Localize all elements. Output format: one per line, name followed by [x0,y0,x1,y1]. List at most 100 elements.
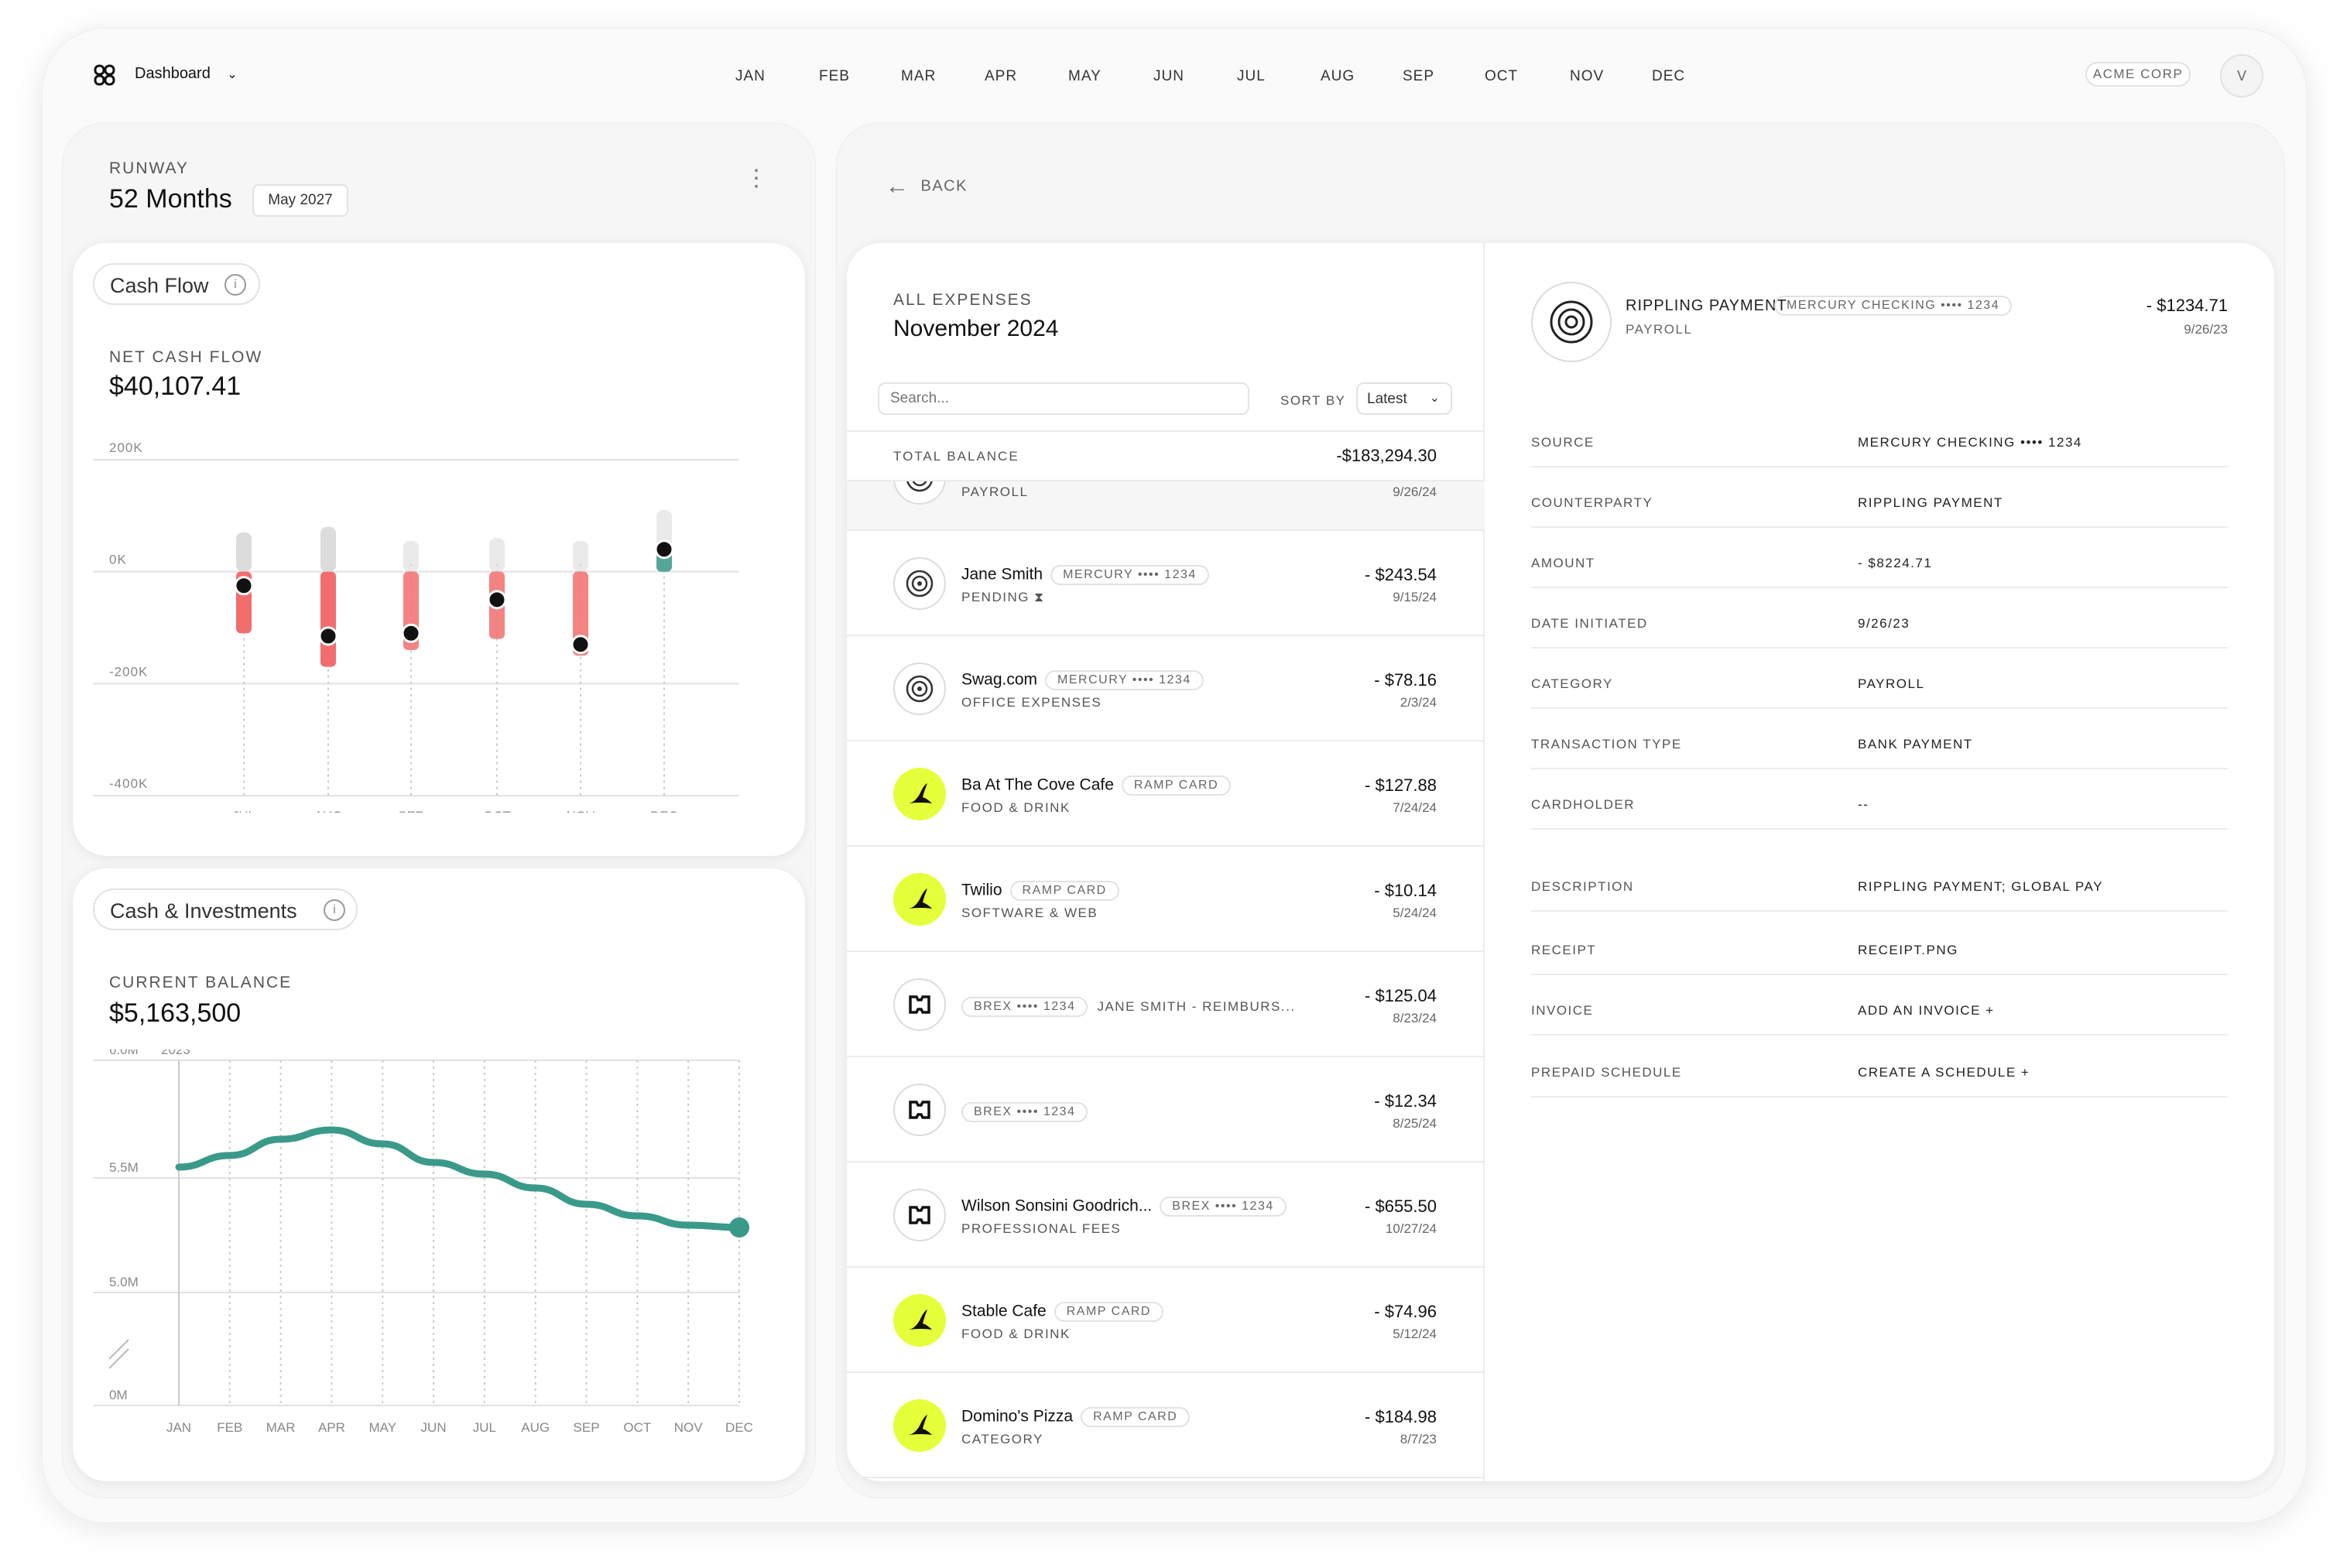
cash-flow-point[interactable] [318,626,338,646]
cash-flow-bar[interactable] [320,571,336,667]
month-tab-may[interactable]: MAY [1068,68,1102,84]
detail-field-label: AMOUNT [1531,556,1595,570]
expense-amount: - $243.54 [1365,565,1437,584]
y-tick-label: 6.0M [109,1049,139,1057]
sort-select[interactable]: Latest ⌄ [1356,382,1452,415]
range-bar [236,532,252,572]
detail-field-label: INVOICE [1531,1003,1594,1018]
expense-date: 8/25/24 [1393,1116,1437,1131]
x-tick-label: FEB [217,1420,242,1435]
arrow-left-icon: ← [886,173,910,199]
y-tick-label: -200K [109,664,148,679]
detail-field: DESCRIPTION RIPPLING PAYMENT; GLOBAL PAY [1531,879,2228,912]
expense-row[interactable]: Jane Smith MERCURY •••• 1234 PENDING ⧗ - $2… [847,531,1485,636]
expense-date: 5/24/24 [1393,906,1437,920]
detail-field[interactable]: INVOICE ADD AN INVOICE + [1531,1003,2228,1036]
month-tab-dec[interactable]: DEC [1652,68,1686,84]
cash-investments-title-pill[interactable]: Cash & Investments i [93,888,358,930]
cash-flow-bar[interactable] [573,571,588,656]
detail-field-label: COUNTERPARTY [1531,495,1653,510]
detail-field-value: - $8224.71 [1858,556,1933,570]
axis-break-mark [108,1339,129,1360]
avatar[interactable]: V [2220,54,2263,98]
month-tab-oct[interactable]: OCT [1485,68,1519,84]
month-tab-jul[interactable]: JUL [1237,68,1266,84]
info-icon[interactable]: i [224,274,246,296]
company-badge[interactable]: ACME CORP [2085,62,2191,87]
x-tick-label: MAY [368,1420,396,1435]
cash-flow-point[interactable] [570,635,591,655]
expense-date: 9/15/24 [1393,590,1437,604]
cash-flow-point[interactable] [654,539,674,560]
x-tick-label: DEC [725,1420,753,1435]
transaction-account-tag: MERCURY CHECKING •••• 1234 [1774,296,2013,316]
cash-flow-card [73,243,805,856]
detail-field[interactable]: PREPAID SCHEDULE CREATE A SCHEDULE + [1531,1065,2228,1097]
expense-row[interactable]: Twilio RAMP CARD SOFTWARE & WEB - $10.14 5/2… [847,847,1485,952]
dashboard-switcher[interactable]: Dashboard ⌄ [135,65,238,83]
y-tick-label: 200K [109,440,143,455]
cash-investments-chart: 6.0M 5.5M 5.0M 0M 2023 JAN FEB MAR APR MAY JUN JUL A… [93,1049,753,1435]
cash-flow-point[interactable] [234,576,254,596]
expense-row[interactable]: PAYROLL 9/26/24 [847,481,1485,531]
expense-name: Twilio [961,881,1002,899]
info-icon[interactable]: i [324,899,345,921]
expense-row[interactable]: BREX •••• 1234 JANE SMITH - REIMBURS... - … [847,952,1485,1057]
month-tab-feb[interactable]: FEB [819,68,850,84]
x-tick-label: AUG [521,1420,550,1435]
expense-account-tag: MERCURY •••• 1234 [1045,670,1204,690]
detail-field-value: -- [1858,797,1869,812]
month-tab-aug[interactable]: AUG [1321,68,1355,84]
month-tab-nov[interactable]: NOV [1570,68,1605,84]
month-tab-jan[interactable]: JAN [735,68,766,84]
transaction-amount: - $1234.71 [2146,296,2228,315]
detail-field: TRANSACTION TYPE BANK PAYMENT [1531,737,2228,769]
expense-row[interactable]: BREX •••• 1234 - $12.34 8/25/24 [847,1057,1485,1162]
cash-flow-title-pill[interactable]: Cash Flow i [93,263,260,305]
expense-row[interactable]: Swag.com MERCURY •••• 1234 OFFICE EXPENSES… [847,636,1485,741]
ramp-icon [893,1294,946,1347]
detail-field-label: PREPAID SCHEDULE [1531,1065,1682,1080]
expense-row[interactable]: Ba At The Cove Cafe RAMP CARD FOOD & DRINK… [847,741,1485,847]
app-logo[interactable] [93,63,116,87]
month-tab-mar[interactable]: MAR [901,68,937,84]
detail-field-value: RIPPLING PAYMENT [1858,495,2003,510]
month-tab-jun[interactable]: JUN [1153,68,1184,84]
expense-name: Swag.com [961,670,1038,689]
expense-date: 8/7/23 [1400,1432,1437,1446]
detail-field-value[interactable]: CREATE A SCHEDULE + [1858,1065,2030,1080]
detail-field[interactable]: RECEIPT RECEIPT.PNG [1531,943,2228,975]
expense-account-tag: BREX •••• 1234 [1160,1197,1287,1217]
range-bar [320,526,336,572]
balance-point[interactable] [729,1217,749,1238]
detail-field-value[interactable]: ADD AN INVOICE + [1858,1003,1995,1018]
x-tick-label: JAN [166,1420,191,1435]
expenses-detail-card: ALL EXPENSES November 2024 SORT BY Lates… [847,243,2274,1481]
expense-row[interactable]: Wilson Sonsini Goodrich... BREX •••• 1234… [847,1162,1485,1268]
x-tick-label: OCT [483,809,511,813]
range-bar [573,540,588,572]
expense-row[interactable]: Domino's Pizza RAMP CARD CATEGORY - $184.98… [847,1373,1485,1478]
expense-name: Wilson Sonsini Goodrich... [961,1197,1153,1215]
expense-category: OFFICE EXPENSES [961,695,1102,710]
search-input[interactable] [878,382,1249,415]
expense-account-tag: MERCURY •••• 1234 [1050,565,1209,585]
expense-amount: - $655.50 [1365,1197,1437,1216]
cash-flow-point[interactable] [487,590,507,610]
expense-date: 5/12/24 [1393,1327,1437,1341]
cash-flow-point[interactable] [401,623,421,643]
month-tab-apr[interactable]: APR [985,68,1018,84]
more-options-icon[interactable]: ⋮ [745,166,768,191]
brex-icon [893,1189,946,1241]
net-cash-flow-label: NET CASH FLOW [109,348,263,366]
detail-field-label: DATE INITIATED [1531,616,1648,631]
ramp-icon [893,873,946,926]
month-tab-sep[interactable]: SEP [1403,68,1435,84]
expense-row[interactable]: Stable Cafe RAMP CARD FOOD & DRINK - $74.96… [847,1268,1485,1373]
back-button[interactable]: ← BACK [886,173,968,200]
x-tick-label: SEP [574,1420,600,1435]
expense-name: Jane Smith [961,565,1043,584]
current-balance-label: CURRENT BALANCE [109,974,293,991]
expense-account-tag: BREX •••• 1234 [961,1102,1088,1122]
detail-field-value[interactable]: RECEIPT.PNG [1858,943,1958,957]
